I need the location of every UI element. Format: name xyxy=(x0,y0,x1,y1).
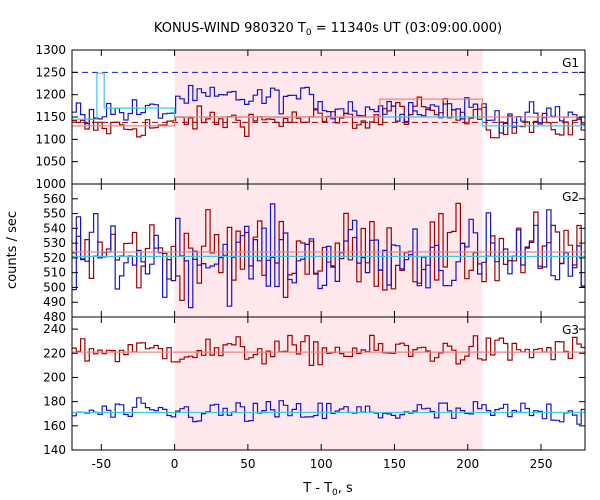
y-tick-label: 550 xyxy=(43,207,66,221)
highlight-interval xyxy=(174,184,483,317)
y-tick-label: 1100 xyxy=(35,132,66,146)
y-tick-label: 560 xyxy=(43,192,66,206)
chart-title: KONUS-WIND 980320 T0 = 11340s UT (03:09:… xyxy=(154,21,502,38)
fit-line-1 xyxy=(72,98,585,127)
y-tick-label: 200 xyxy=(43,370,66,384)
series-blue-line xyxy=(72,397,585,425)
series-blue-line xyxy=(72,84,585,134)
y-tick-label: 1300 xyxy=(35,43,66,57)
y-axis-label: counts / sec xyxy=(5,211,20,289)
y-tick-label: 1150 xyxy=(35,110,66,124)
x-tick-label: -50 xyxy=(92,457,112,471)
y-tick-label: 520 xyxy=(43,251,66,265)
x-tick-label: 200 xyxy=(456,457,479,471)
x-tick-label: 150 xyxy=(383,457,406,471)
panel-frame xyxy=(71,316,586,451)
x-tick-label: 250 xyxy=(530,457,553,471)
panel-g3: 140 160 180 200 220 240 G3 xyxy=(43,316,586,457)
y-tick-label: 180 xyxy=(43,395,66,409)
panel-label: G3 xyxy=(562,323,579,337)
y-tick-label: 540 xyxy=(43,221,66,235)
highlight-interval xyxy=(174,317,483,450)
y-tick-label: 1050 xyxy=(35,155,66,169)
y-tick-label: 530 xyxy=(43,236,66,250)
y-tick-label: 490 xyxy=(43,295,66,309)
y-tick-label: 510 xyxy=(43,266,66,280)
series-red-line xyxy=(72,334,585,366)
x-tick-label: 0 xyxy=(171,457,179,471)
y-tick-label: 1250 xyxy=(35,65,66,79)
y-tick-label: 220 xyxy=(43,346,66,360)
x-axis-label: T - T0, s xyxy=(302,481,353,498)
x-tick-label: 50 xyxy=(240,457,255,471)
y-tick-label: 140 xyxy=(43,443,66,457)
y-tick-label: 480 xyxy=(43,310,66,324)
y-tick-label: 1200 xyxy=(35,88,66,102)
y-tick-label: 240 xyxy=(43,322,66,336)
y-tick-label: 160 xyxy=(43,419,66,433)
x-tick-label: 100 xyxy=(310,457,333,471)
panel-label: G2 xyxy=(562,190,579,204)
fit-line-0 xyxy=(72,72,585,127)
y-tick-label: 500 xyxy=(43,280,66,294)
panel-g1: 1000 1050 1100 1150 1200 1250 1300 G1 xyxy=(35,43,586,191)
panel-label: G1 xyxy=(562,56,579,70)
y-tick-label: 1000 xyxy=(35,177,66,191)
